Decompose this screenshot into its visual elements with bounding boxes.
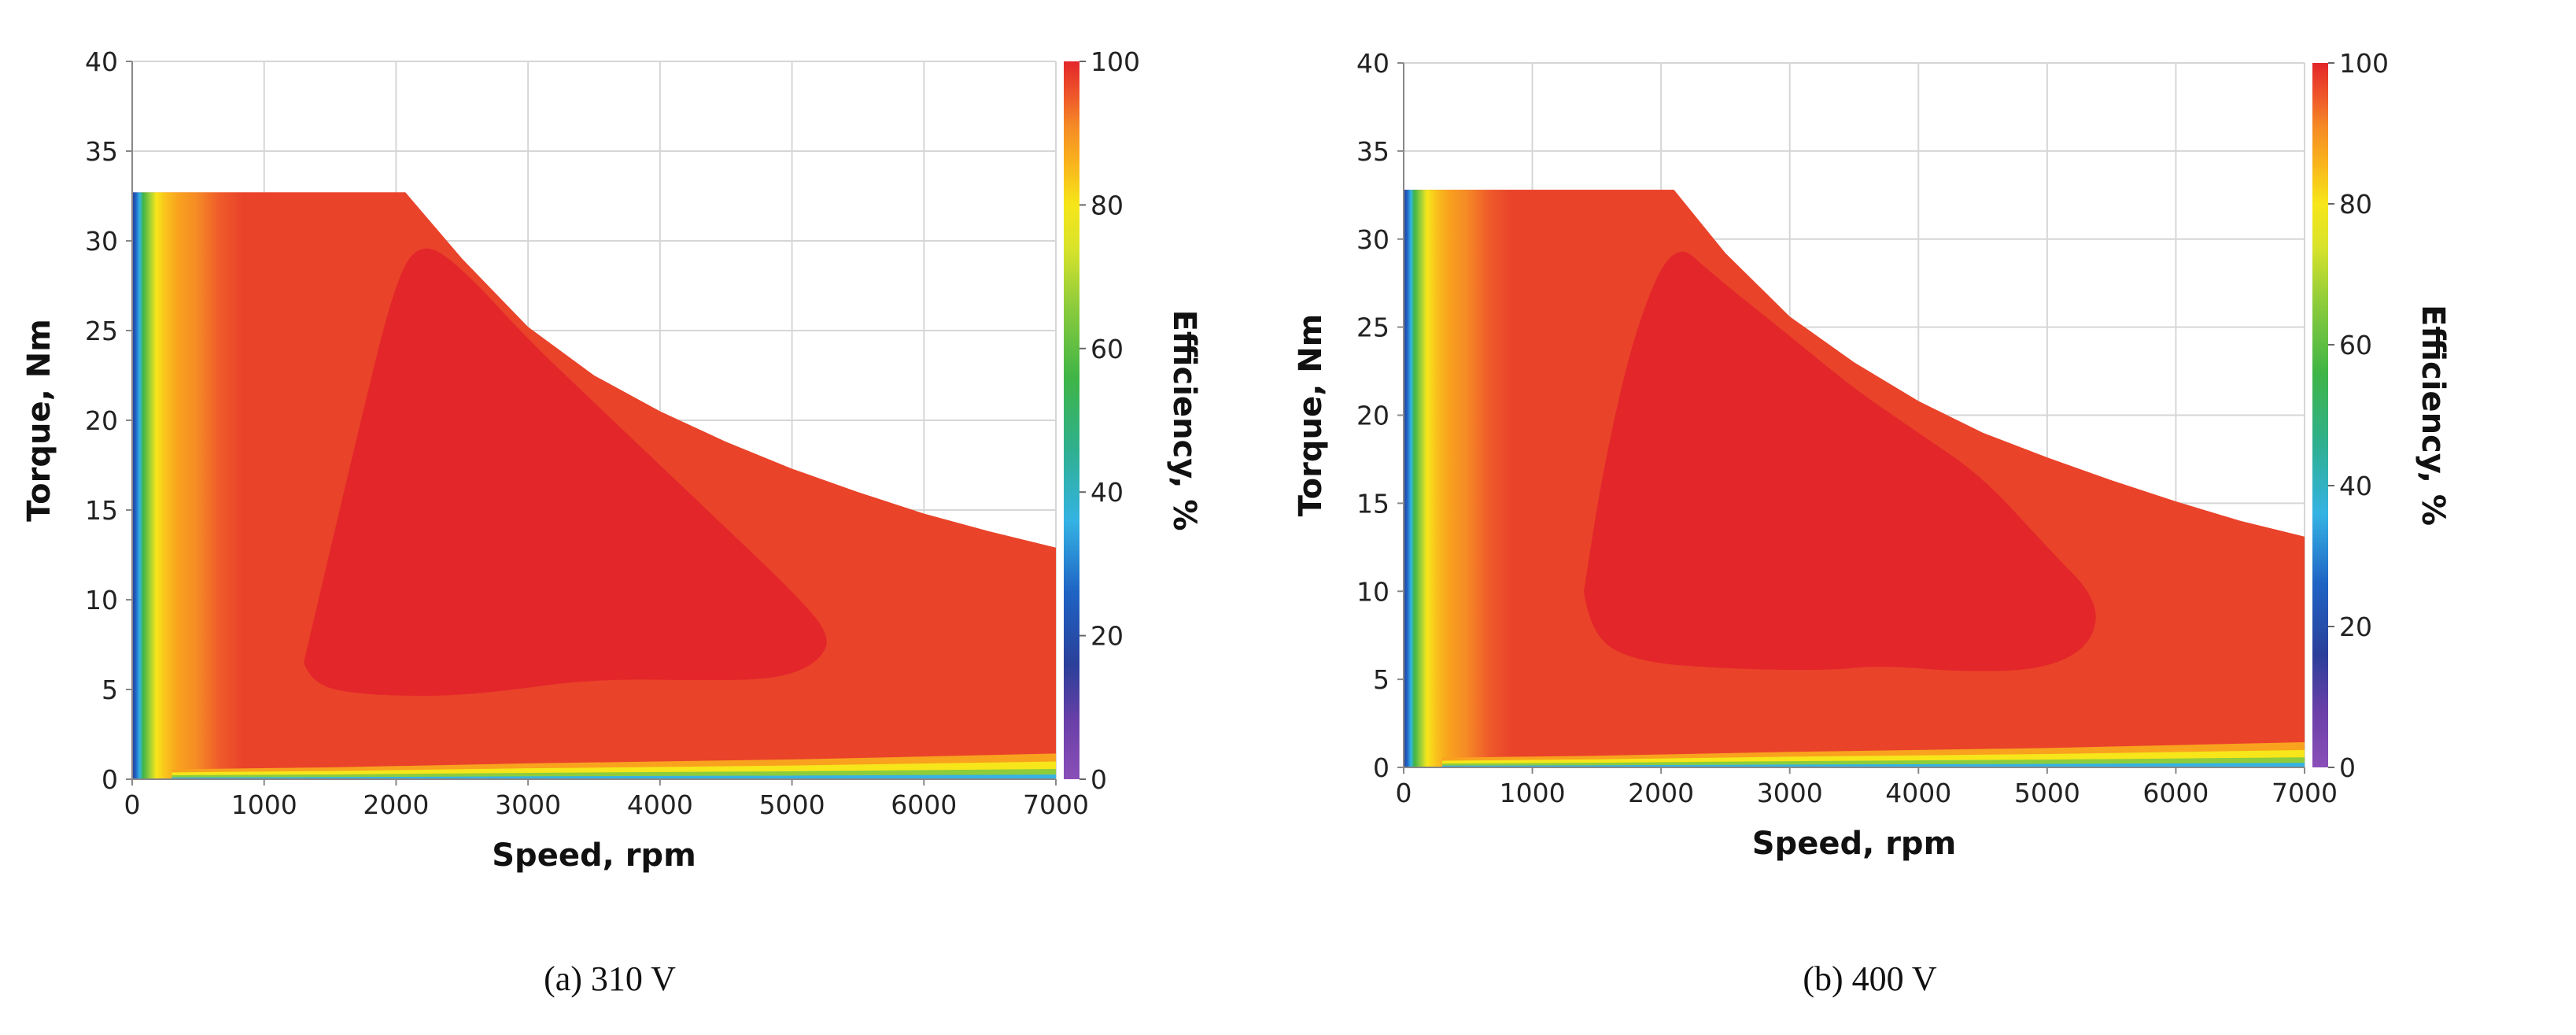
- efficiency-map-a: 0 1000 2000 3000 4000 5000 6000 700005101520253…: [21, 46, 1202, 998]
- y-tick-label: 30: [1356, 224, 1389, 255]
- x-tick-label: 6000: [2142, 778, 2209, 808]
- colorbar-tick-label: 60: [1091, 334, 1124, 364]
- colorbar-tick-label: 100: [1091, 46, 1140, 77]
- colorbar-tick-label: 60: [2339, 330, 2372, 360]
- x-tick-label: 6000: [891, 789, 957, 820]
- colorbar-tick-label: 100: [2339, 48, 2389, 79]
- colorbar-tick-label: 80: [1091, 190, 1124, 220]
- efficiency-low-torque-band: [172, 774, 1056, 779]
- efficiency-peak-region: [1584, 251, 2096, 671]
- y-tick-label: 15: [1356, 488, 1389, 519]
- y-tick-label: 5: [1373, 664, 1389, 695]
- axes: 0 1000 2000 3000 4000 5000 6000 7000 0 5 10 15 20 25 3…: [1356, 48, 2338, 808]
- colorbar-tick-label: 0: [1091, 764, 1107, 795]
- x-tick-label: 2000: [363, 789, 429, 820]
- colorbar-tick-label: 20: [2339, 612, 2372, 642]
- colorbar-label: Efficiency, %: [2415, 305, 2451, 526]
- efficiency-peak-region: [304, 248, 827, 696]
- colorbar-tick-label: 20: [1091, 621, 1124, 652]
- y-tick-label: 0: [1373, 752, 1389, 783]
- colorbar-label: Efficiency, %: [1166, 310, 1202, 531]
- y-tick-label: 40: [85, 46, 118, 77]
- y-tick-label: 25: [85, 316, 118, 346]
- axes: 0 1000 2000 3000 4000 5000 6000 7000 0 5 10 15 20 25 3…: [85, 46, 1089, 820]
- colorbar-scale: [2312, 63, 2328, 767]
- efficiency-low-torque-band: [1442, 763, 2305, 767]
- x-tick-label: 0: [124, 789, 141, 820]
- x-tick-label: 0: [1396, 778, 1412, 808]
- y-tick-label: 20: [85, 405, 118, 436]
- colorbar-tick-label: 80: [2339, 189, 2372, 220]
- y-tick-label: 35: [85, 136, 118, 167]
- y-tick-label: 30: [85, 226, 118, 257]
- figure-caption: (a) 310 V: [544, 959, 676, 998]
- figure-caption: (b) 400 V: [1803, 959, 1937, 998]
- chart-panel-a: 0 1000 2000 3000 4000 5000 6000 7000 0 5 10 15 20 25 3…: [21, 46, 1202, 998]
- x-tick-label: 7000: [1023, 789, 1089, 820]
- colorbar-tick-label: 40: [1091, 477, 1124, 508]
- y-tick-label: 5: [101, 675, 118, 705]
- colorbar-scale: [1064, 61, 1079, 779]
- chart-panel-b: 0 1000 2000 3000 4000 5000 6000 7000 0 5 10 15 20 25 3…: [1288, 0, 2576, 1035]
- y-tick-label: 20: [1356, 401, 1389, 431]
- x-tick-label: 2000: [1628, 778, 1694, 808]
- y-axis-label: Torque, Nm: [21, 319, 57, 522]
- y-tick-label: 15: [85, 495, 118, 526]
- y-tick-label: 40: [1356, 48, 1389, 79]
- x-tick-label: 3000: [495, 789, 561, 820]
- x-tick-label: 7000: [2272, 778, 2338, 808]
- y-tick-label: 25: [1356, 312, 1389, 343]
- colorbar-tick-label: 40: [2339, 471, 2372, 501]
- x-tick-label: 4000: [1885, 778, 1951, 808]
- x-tick-label: 5000: [759, 789, 825, 820]
- colorbar: 0 20 40 60 80 100: [2312, 48, 2389, 783]
- x-axis-label: Speed, rpm: [492, 837, 696, 874]
- x-tick-label: 1000: [231, 789, 297, 820]
- y-tick-label: 35: [1356, 136, 1389, 167]
- x-tick-label: 1000: [1500, 778, 1566, 808]
- y-tick-label: 10: [1356, 576, 1389, 607]
- y-axis-label: Torque, Nm: [1293, 314, 1329, 517]
- colorbar-tick-label: 0: [2339, 752, 2356, 783]
- x-tick-label: 3000: [1757, 778, 1823, 808]
- x-axis-label: Speed, rpm: [1752, 826, 1957, 862]
- x-tick-label: 5000: [2014, 778, 2080, 808]
- y-tick-label: 0: [101, 764, 118, 795]
- efficiency-map-b: 0 1000 2000 3000 4000 5000 6000 700005101520253…: [1293, 48, 2451, 998]
- x-tick-label: 4000: [627, 789, 693, 820]
- colorbar: 0 20 40 60 80 100: [1064, 46, 1140, 795]
- y-tick-label: 10: [85, 585, 118, 615]
